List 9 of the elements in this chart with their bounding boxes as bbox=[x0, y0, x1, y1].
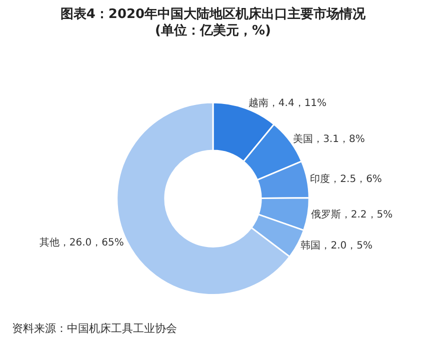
slice-label: 越南，4.4，11% bbox=[248, 96, 327, 109]
slice-label: 俄罗斯，2.2，5% bbox=[310, 208, 393, 220]
chart-title: 图表4：2020年中国大陆地区机床出口主要市场情况 bbox=[60, 6, 367, 22]
slice-label: 美国，3.1，8% bbox=[293, 133, 365, 145]
chart-subtitle: (单位：亿美元，%) bbox=[155, 22, 271, 39]
text: 资料来源：中国机床工具工业协会 bbox=[12, 322, 177, 335]
slice-label: 其他，26.0，65% bbox=[39, 236, 124, 249]
slice-label: 韩国，2.0，5% bbox=[300, 239, 373, 252]
slice-label: 印度，2.5，6% bbox=[310, 172, 382, 185]
